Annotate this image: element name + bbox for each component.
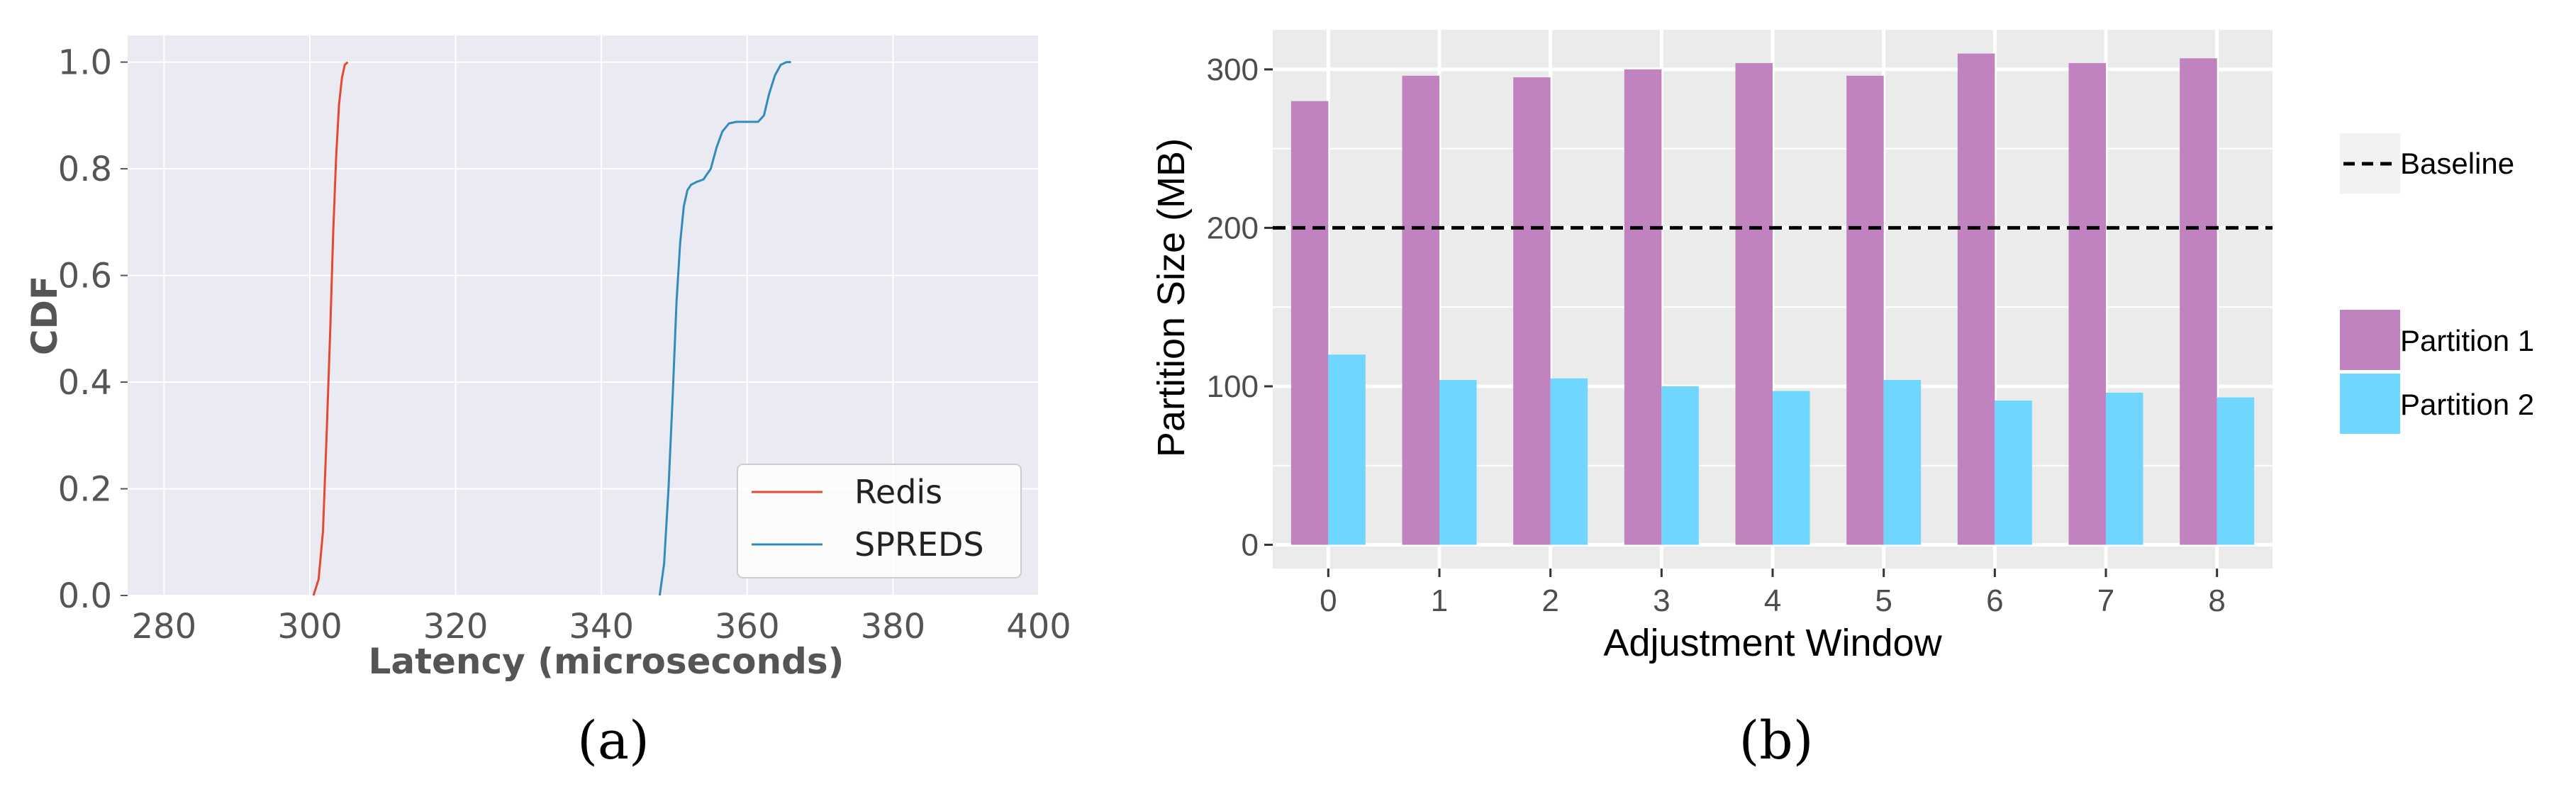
bar-partition-1 (1846, 75, 1884, 545)
legend-label-redis: Redis (854, 473, 942, 511)
bar-partition-2 (1995, 401, 2032, 545)
cdf-lines (312, 61, 791, 596)
bar-partition-2 (1439, 380, 1477, 545)
cdf-x-ticks: 280 300 320 340 360 380 400 (132, 607, 1071, 647)
bar-partition-2 (2217, 397, 2255, 545)
bar-y-ticks: 0 100 200 300 (1207, 52, 1273, 562)
bar-partition-1 (1290, 101, 1329, 545)
bar-partition-1 (2180, 58, 2217, 545)
cdf-x-tick-label: 400 (1006, 607, 1071, 647)
bar-partition-2 (1883, 380, 1922, 545)
cdf-line-spreds (658, 61, 791, 596)
cdf-y-axis-title: CDF (24, 276, 65, 355)
legend-label-partition-2: Partition 2 (2400, 388, 2534, 421)
bar-x-tick-label: 8 (2208, 583, 2225, 618)
cdf-y-tick-label: 0.8 (58, 150, 112, 189)
cdf-x-tick-label: 340 (569, 607, 634, 647)
cdf-y-tick-label: 0.4 (58, 363, 112, 403)
bar-x-tick-label: 4 (1764, 583, 1781, 618)
bar-x-tick-label: 5 (1875, 583, 1892, 618)
legend-label-baseline: Baseline (2400, 147, 2514, 180)
cdf-x-tick-label: 280 (132, 607, 197, 647)
cdf-y-tick-label: 0.6 (58, 257, 112, 296)
cdf-x-tick-label: 380 (861, 607, 926, 647)
cdf-grid (128, 35, 1039, 596)
cdf-chart: 280 300 320 340 360 380 400 0.0 0.2 0.4 0.6 0.8 1.0… (24, 35, 1071, 771)
bar-partition-1 (2068, 62, 2106, 545)
cdf-y-ticks: 0.0 0.2 0.4 0.6 0.8 1.0 (58, 43, 128, 616)
bar-x-tick-label: 6 (1986, 583, 2003, 618)
partition-bar-chart: 0 1 2 3 4 5 6 7 8 0 100 200 300 Adjustment Window P… (1150, 30, 2534, 771)
bar-x-ticks: 0 1 2 3 4 5 6 7 8 (1320, 569, 2226, 618)
bar-x-tick-label: 1 (1431, 583, 1448, 618)
bar-x-tick-label: 0 (1320, 583, 1337, 618)
cdf-y-tick-label: 1.0 (58, 43, 112, 83)
bar-partition-2 (1661, 386, 1699, 545)
bar-partition-1 (1513, 77, 1551, 545)
bar-y-tick-label: 100 (1207, 369, 1259, 404)
bar-partition-1 (1957, 53, 1995, 545)
cdf-legend: Redis SPREDS (737, 464, 1022, 578)
caption-a: (a) (577, 710, 649, 771)
bar-partition-2 (1550, 378, 1588, 545)
bar-partition-2 (2106, 392, 2143, 545)
bar-x-tick-label: 2 (1541, 583, 1559, 618)
bar-y-tick-label: 200 (1207, 211, 1259, 245)
legend-label-partition-1: Partition 1 (2400, 324, 2534, 357)
cdf-x-tick-label: 360 (715, 607, 780, 647)
cdf-line-redis (312, 61, 349, 596)
bar-x-axis-title: Adjustment Window (1603, 622, 1942, 664)
legend-swatch-partition-1 (2340, 310, 2400, 370)
cdf-y-tick-label: 0.0 (58, 576, 112, 616)
bar-partition-1 (1735, 62, 1773, 545)
bar-y-tick-label: 0 (1242, 527, 1259, 562)
cdf-x-axis-title: Latency (microseconds) (368, 641, 844, 682)
bar-x-tick-label: 3 (1653, 583, 1670, 618)
legend-swatch-partition-2 (2340, 374, 2400, 434)
bar-partition-1 (1624, 69, 1662, 545)
caption-b: (b) (1739, 710, 1813, 771)
cdf-y-tick-label: 0.2 (58, 470, 112, 510)
legend-label-spreds: SPREDS (854, 525, 984, 564)
bar-partition-2 (1328, 354, 1366, 545)
bar-partition-1 (1402, 75, 1439, 545)
bar-y-axis-title: Partition Size (MB) (1150, 138, 1193, 457)
bars (1290, 53, 2255, 545)
bar-y-tick-label: 300 (1207, 52, 1259, 87)
bar-legend: Baseline Partition 1 Partition 2 (2340, 133, 2534, 434)
cdf-x-tick-label: 300 (277, 607, 342, 647)
bar-x-tick-label: 7 (2097, 583, 2114, 618)
bar-partition-2 (1773, 391, 1810, 545)
cdf-x-tick-label: 320 (423, 607, 489, 647)
